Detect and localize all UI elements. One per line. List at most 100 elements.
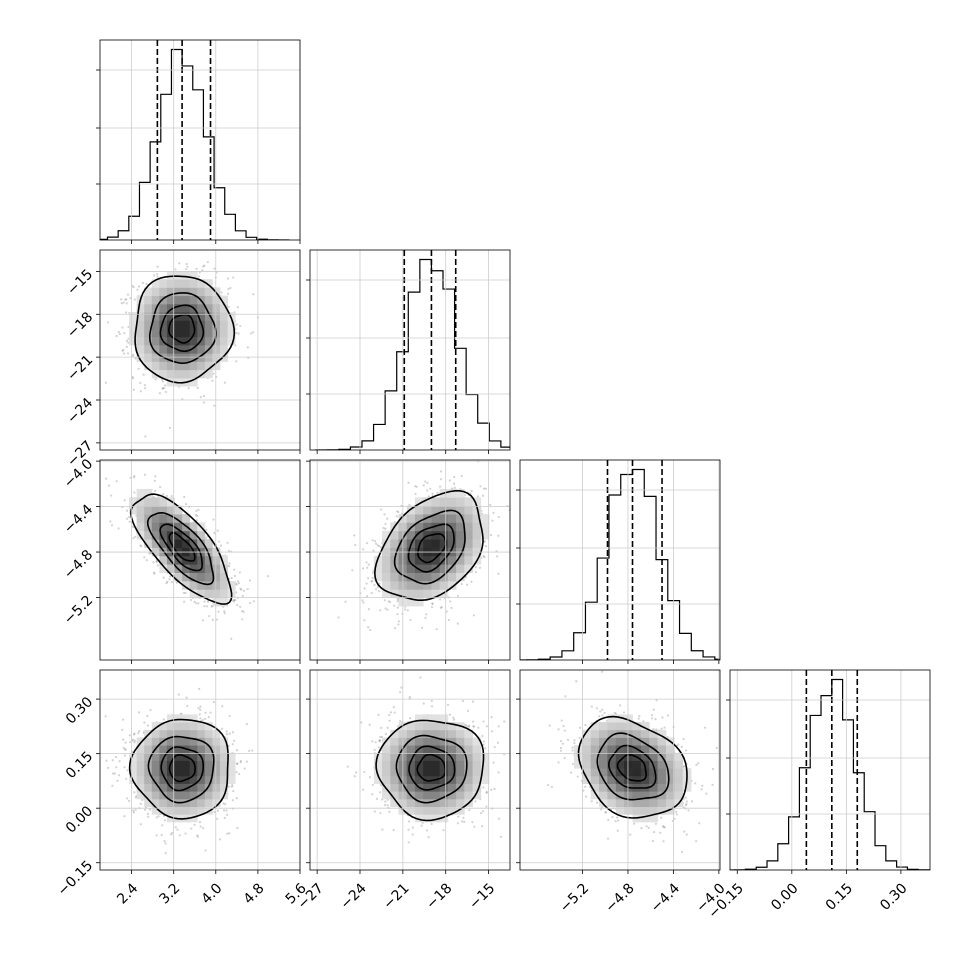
density-cell	[204, 312, 213, 321]
scatter-point	[134, 796, 137, 799]
density-cell	[166, 369, 175, 379]
density-cell	[144, 353, 153, 362]
density-cell	[472, 539, 482, 548]
density-cell	[197, 530, 206, 540]
density-cell	[423, 497, 432, 507]
scatter-point	[439, 470, 443, 473]
scatter-point	[453, 475, 456, 479]
scatter-point	[237, 332, 240, 335]
density-cell	[174, 514, 183, 523]
scatter-point	[185, 262, 188, 266]
scatter-point	[170, 494, 173, 498]
density-cell	[151, 320, 160, 329]
scatter-point	[140, 545, 143, 548]
scatter-point	[137, 367, 140, 370]
hist-panel-2	[520, 460, 720, 660]
scatter-point	[376, 544, 379, 547]
scatter-point	[422, 484, 425, 487]
scatter-point	[407, 481, 410, 484]
density-cell	[204, 303, 213, 313]
density-cell	[159, 497, 168, 507]
scatter-point	[239, 605, 242, 608]
scatter-point	[384, 522, 387, 526]
density-cell	[439, 564, 449, 573]
density-cell	[390, 580, 399, 590]
scatter-point	[123, 499, 126, 502]
scatter-panel-2-0-frame	[99, 459, 301, 661]
scatter-point	[162, 493, 165, 496]
density-cell	[182, 312, 191, 321]
density-cell	[151, 345, 160, 354]
scatter-point	[409, 618, 412, 622]
density-cell	[423, 580, 432, 590]
scatter-point	[205, 528, 208, 531]
scatter-point	[157, 815, 160, 818]
contour-line-1	[146, 511, 215, 586]
scatter-point	[365, 561, 368, 564]
density-cell	[144, 295, 153, 305]
density-cell	[456, 497, 465, 507]
scatter-point	[481, 494, 485, 497]
scatter-point	[168, 578, 171, 581]
scatter-point	[406, 609, 409, 612]
density-cell	[204, 328, 213, 338]
density-cell	[382, 589, 391, 599]
density-cell	[204, 589, 213, 599]
scatter-point	[201, 269, 204, 272]
histogram-step-0	[100, 48, 290, 240]
scatter-point	[168, 575, 172, 578]
density-cell	[456, 564, 465, 573]
scatter-point	[440, 605, 443, 609]
contour-line-1	[393, 509, 466, 585]
scatter-point	[190, 598, 193, 602]
scatter-point	[223, 610, 226, 613]
scatter-point	[216, 529, 219, 532]
scatter-point	[227, 287, 230, 291]
scatter-point	[236, 306, 239, 309]
density-cell	[439, 514, 449, 523]
scatter-point	[121, 728, 124, 731]
density-cell	[414, 530, 424, 540]
scatter-point	[134, 535, 137, 538]
scatter-point	[403, 608, 407, 611]
density-cell	[431, 497, 441, 507]
scatter-point	[156, 265, 159, 268]
density-cell	[197, 361, 206, 371]
density-cell	[414, 497, 424, 507]
density-cell	[174, 539, 183, 548]
density-cell	[151, 522, 160, 532]
scatter-point	[235, 360, 238, 363]
scatter-point	[236, 580, 240, 583]
scatter-point	[126, 293, 130, 296]
scatter-point	[426, 481, 429, 485]
scatter-point	[202, 827, 205, 830]
scatter-point	[483, 556, 486, 559]
scatter-point	[158, 392, 162, 395]
scatter-point	[370, 580, 373, 583]
scatter-point	[470, 489, 473, 493]
density-cell	[220, 580, 228, 590]
scatter-point	[367, 563, 370, 566]
scatter-point	[227, 305, 230, 308]
density-cell	[439, 497, 449, 507]
scatter-point	[430, 606, 434, 609]
scatter-point	[449, 600, 452, 603]
density-cell	[166, 530, 175, 540]
density-cell	[144, 312, 153, 321]
scatter-point	[226, 832, 229, 835]
density-cell	[382, 564, 391, 573]
scatter-point	[127, 341, 130, 344]
scatter-point	[117, 527, 120, 530]
scatter-point	[206, 261, 209, 264]
scatter-point	[166, 494, 169, 498]
scatter-point	[231, 731, 235, 734]
scatter-point	[206, 600, 210, 603]
scatter-point	[460, 582, 463, 586]
scatter-point	[197, 706, 200, 710]
scatter-point	[431, 602, 434, 605]
scatter-point	[134, 357, 137, 360]
density-cell	[423, 589, 432, 599]
density-cell	[431, 572, 441, 582]
contour-line-2	[407, 523, 455, 573]
scatter-point	[249, 602, 252, 605]
